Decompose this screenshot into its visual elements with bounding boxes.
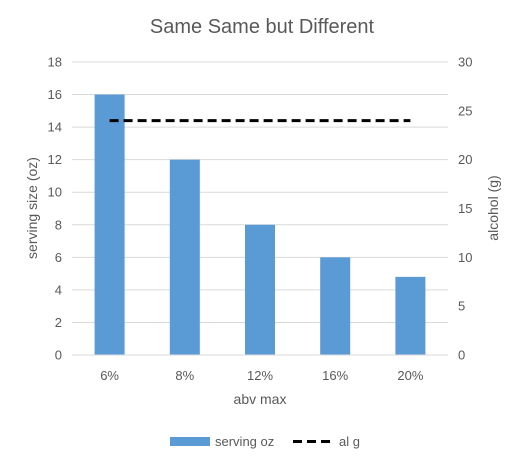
x-axis-ticks: 6% 8% 12% 16% 20% xyxy=(100,368,424,383)
bar-serving-oz xyxy=(395,276,426,355)
legend-swatch-serving-oz xyxy=(170,437,210,446)
y-tick-label-right: 5 xyxy=(458,299,465,314)
y-tick-label-left: 0 xyxy=(55,348,62,363)
bar-serving-oz xyxy=(320,257,351,355)
legend-label-al-g: al g xyxy=(339,434,360,449)
legend: serving oz al g xyxy=(170,434,360,449)
x-tick-label: 6% xyxy=(100,368,119,383)
x-tick-label: 16% xyxy=(322,368,348,383)
y-tick-label-right: 10 xyxy=(458,250,472,265)
x-tick-label: 20% xyxy=(397,368,423,383)
y-tick-label-left: 10 xyxy=(48,185,62,200)
y-tick-label-left: 2 xyxy=(55,315,62,330)
y-tick-label-right: 0 xyxy=(458,348,465,363)
right-axis-ticks: 0 5 10 15 20 25 30 xyxy=(458,55,472,363)
x-tick-label: 8% xyxy=(175,368,194,383)
left-axis-ticks: 0 2 4 6 8 10 12 14 16 18 xyxy=(48,55,62,363)
bar-serving-oz xyxy=(94,94,125,356)
y-tick-label-right: 25 xyxy=(458,103,472,118)
y-axis-label-right: alcohol (g) xyxy=(485,175,501,240)
y-tick-label-left: 16 xyxy=(48,87,62,102)
bar-series xyxy=(94,94,426,356)
y-tick-label-left: 4 xyxy=(55,282,62,297)
legend-label-serving-oz: serving oz xyxy=(215,434,274,449)
y-tick-label-right: 20 xyxy=(458,152,472,167)
y-tick-label-left: 6 xyxy=(55,250,62,265)
y-tick-label-right: 30 xyxy=(458,55,472,70)
bar-serving-oz xyxy=(169,159,200,355)
x-tick-label: 12% xyxy=(247,368,273,383)
gridlines xyxy=(72,61,448,323)
chart-title: Same Same but Different xyxy=(150,16,375,38)
y-axis-label-left: serving size (oz) xyxy=(24,157,40,259)
y-tick-label-left: 8 xyxy=(55,217,62,232)
y-tick-label-right: 15 xyxy=(458,201,472,216)
bar-serving-oz xyxy=(245,224,275,355)
y-tick-label-left: 14 xyxy=(48,120,62,135)
y-tick-label-left: 12 xyxy=(48,152,62,167)
x-axis-label: abv max xyxy=(234,391,287,407)
y-tick-label-left: 18 xyxy=(48,55,62,70)
